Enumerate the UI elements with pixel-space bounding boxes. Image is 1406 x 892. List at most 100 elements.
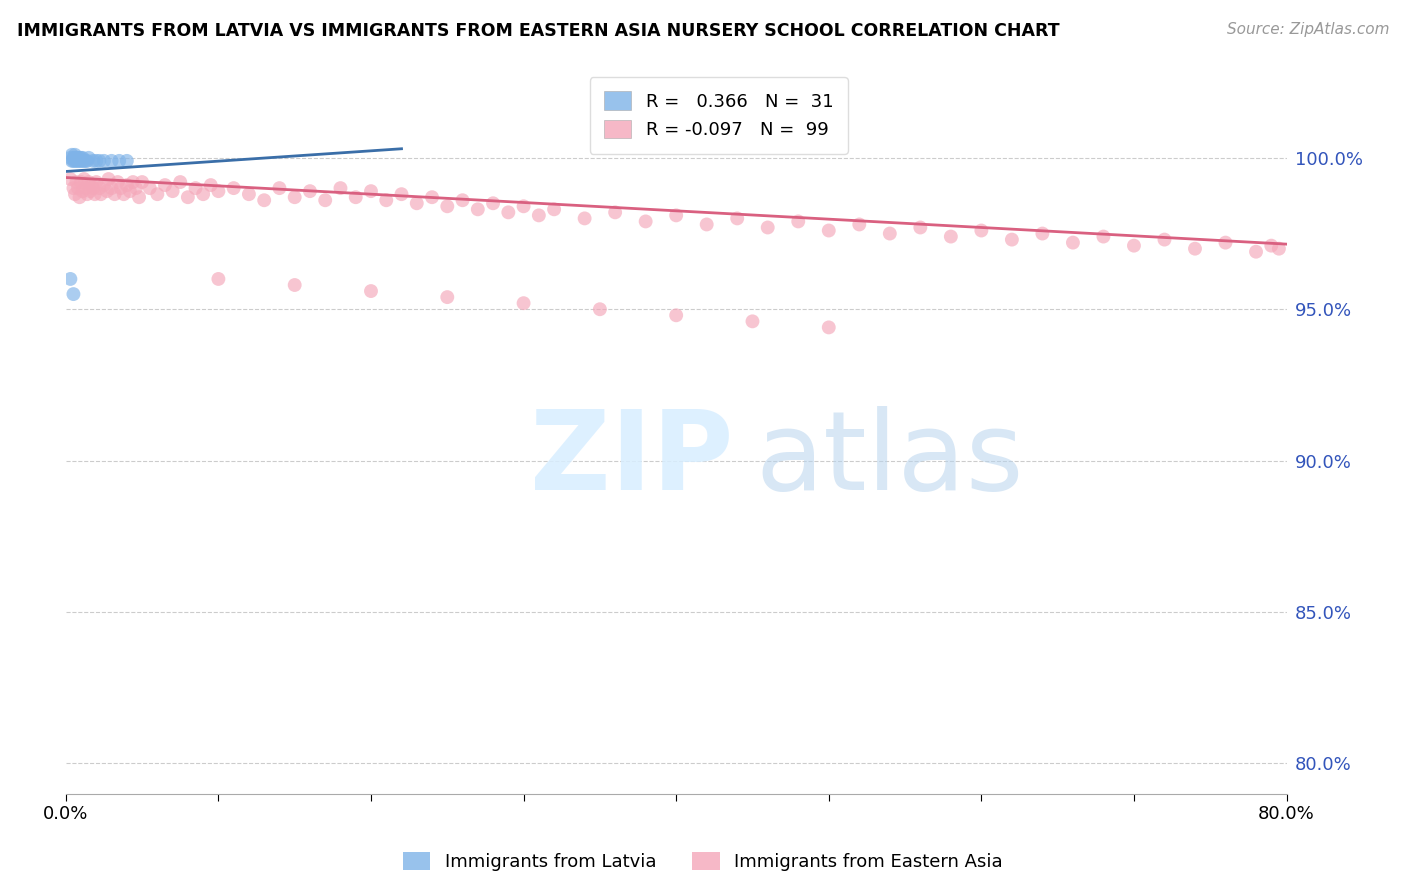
Point — [741, 314, 763, 328]
Point — [107, 175, 129, 189]
Point — [207, 272, 229, 286]
Point — [70, 153, 93, 168]
Point — [589, 302, 612, 317]
Point — [222, 181, 245, 195]
Point — [298, 184, 321, 198]
Legend: Immigrants from Latvia, Immigrants from Eastern Asia: Immigrants from Latvia, Immigrants from … — [396, 845, 1010, 879]
Point — [76, 153, 98, 168]
Point — [314, 193, 336, 207]
Point — [574, 211, 596, 226]
Point — [200, 178, 222, 193]
Point — [817, 320, 839, 334]
Point — [1260, 238, 1282, 252]
Point — [138, 181, 160, 195]
Point — [100, 181, 122, 195]
Point — [191, 187, 214, 202]
Point — [360, 184, 382, 198]
Point — [725, 211, 748, 226]
Point — [82, 153, 104, 168]
Point — [70, 151, 93, 165]
Point — [451, 193, 474, 207]
Point — [115, 153, 138, 168]
Point — [482, 196, 505, 211]
Point — [284, 278, 307, 293]
Point — [512, 199, 534, 213]
Point — [96, 184, 118, 198]
Text: atlas: atlas — [755, 406, 1024, 513]
Point — [1244, 244, 1267, 259]
Point — [59, 172, 82, 186]
Point — [79, 184, 101, 198]
Point — [848, 218, 870, 232]
Point — [62, 287, 84, 301]
Point — [436, 290, 458, 304]
Point — [1184, 242, 1206, 256]
Point — [100, 153, 122, 168]
Point — [63, 187, 86, 202]
Point — [344, 190, 367, 204]
Point — [118, 184, 141, 198]
Point — [910, 220, 932, 235]
Point — [62, 151, 84, 165]
Point — [1031, 227, 1053, 241]
Point — [69, 151, 91, 165]
Text: IMMIGRANTS FROM LATVIA VS IMMIGRANTS FROM EASTERN ASIA NURSERY SCHOOL CORRELATIO: IMMIGRANTS FROM LATVIA VS IMMIGRANTS FRO… — [17, 22, 1060, 40]
Point — [62, 153, 84, 168]
Point — [162, 184, 184, 198]
Point — [66, 153, 89, 168]
Point — [72, 153, 94, 168]
Point — [329, 181, 352, 195]
Point — [75, 181, 97, 195]
Point — [787, 214, 810, 228]
Point — [1215, 235, 1237, 250]
Point — [73, 153, 96, 168]
Point — [375, 193, 398, 207]
Point — [169, 175, 191, 189]
Point — [405, 196, 427, 211]
Point — [66, 181, 89, 195]
Point — [112, 187, 135, 202]
Point — [60, 153, 83, 168]
Point — [269, 181, 291, 195]
Point — [72, 151, 94, 165]
Point — [89, 153, 111, 168]
Point — [391, 187, 413, 202]
Point — [59, 151, 82, 165]
Point — [696, 218, 718, 232]
Point — [73, 172, 96, 186]
Point — [131, 175, 153, 189]
Point — [939, 229, 962, 244]
Legend: R =   0.366   N =  31, R = -0.097   N =  99: R = 0.366 N = 31, R = -0.097 N = 99 — [591, 77, 848, 153]
Point — [86, 153, 108, 168]
Point — [153, 178, 176, 193]
Point — [436, 199, 458, 213]
Point — [104, 187, 127, 202]
Point — [238, 187, 260, 202]
Point — [93, 178, 115, 193]
Point — [80, 178, 103, 193]
Point — [360, 284, 382, 298]
Point — [498, 205, 520, 219]
Point — [69, 190, 91, 204]
Point — [1062, 235, 1084, 250]
Point — [665, 208, 688, 222]
Point — [69, 153, 91, 168]
Point — [1268, 242, 1291, 256]
Point — [512, 296, 534, 310]
Point — [72, 184, 94, 198]
Point — [184, 181, 207, 195]
Point — [63, 148, 86, 162]
Text: Source: ZipAtlas.com: Source: ZipAtlas.com — [1226, 22, 1389, 37]
Point — [1123, 238, 1146, 252]
Point — [77, 175, 100, 189]
Point — [65, 151, 87, 165]
Point — [110, 181, 132, 195]
Point — [125, 181, 148, 195]
Point — [76, 187, 98, 202]
Point — [1092, 229, 1115, 244]
Point — [89, 181, 111, 195]
Point — [207, 184, 229, 198]
Point — [93, 153, 115, 168]
Point — [70, 175, 93, 189]
Point — [59, 272, 82, 286]
